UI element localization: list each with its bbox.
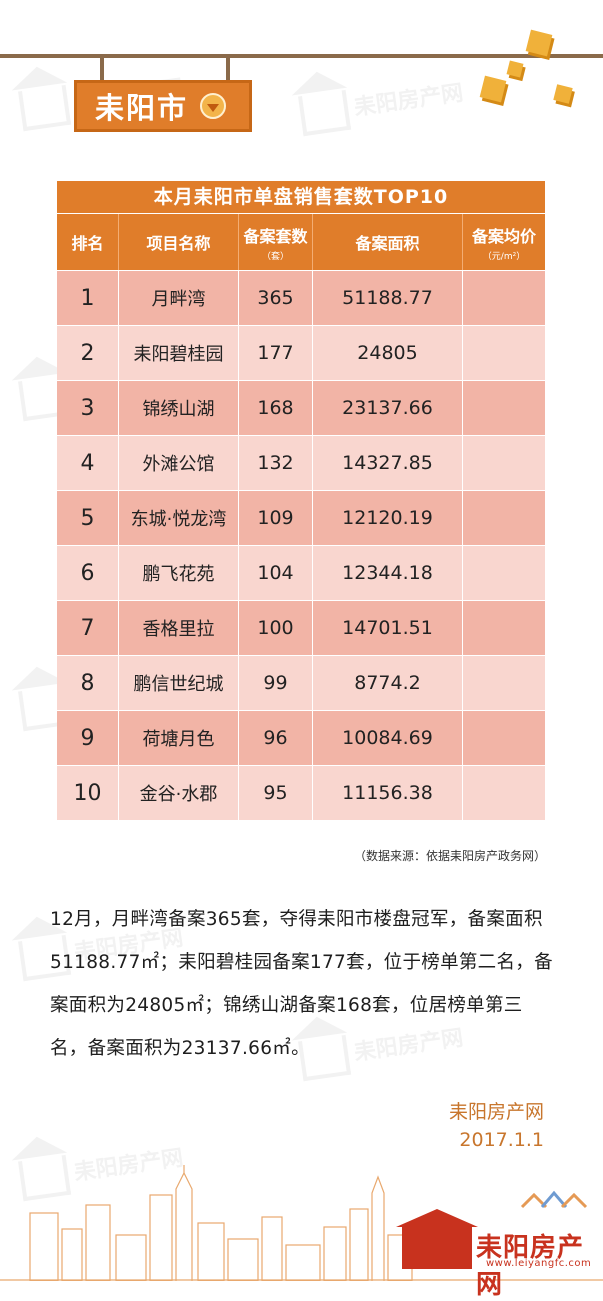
area-cell: 24805: [313, 326, 463, 380]
column-header-label: 项目名称: [146, 234, 211, 253]
project-name-cell: 东城·悦龙湾: [119, 491, 239, 545]
price-cell: [463, 381, 545, 435]
brand-url: www.leiyangfc.com: [486, 1258, 592, 1269]
project-name-cell: 鹏信世纪城: [119, 656, 239, 710]
units-cell: 95: [239, 766, 313, 820]
column-header: 排名: [57, 214, 119, 270]
units-cell: 132: [239, 436, 313, 490]
price-cell: [463, 766, 545, 820]
units-cell: 177: [239, 326, 313, 380]
table-row: 8 鹏信世纪城 99 8774.2: [57, 655, 545, 710]
project-name-cell: 锦绣山湖: [119, 381, 239, 435]
price-cell: [463, 326, 545, 380]
decor-cube: [553, 84, 573, 104]
price-cell: [463, 711, 545, 765]
units-cell: 104: [239, 546, 313, 600]
chevron-down-icon: [200, 93, 227, 119]
rank-cell: 5: [57, 491, 119, 545]
area-cell: 12120.19: [313, 491, 463, 545]
sign-string-right: [226, 56, 230, 84]
rank-cell: 6: [57, 546, 119, 600]
column-header-label: 备案面积: [355, 234, 420, 253]
units-cell: 109: [239, 491, 313, 545]
sign-string-left: [100, 56, 104, 84]
table-row: 2 耒阳碧桂园 177 24805: [57, 325, 545, 380]
decor-cube: [525, 29, 553, 57]
price-cell: [463, 656, 545, 710]
rank-cell: 3: [57, 381, 119, 435]
column-header-unit: （元/m²）: [482, 251, 526, 262]
column-header-unit: （套）: [261, 251, 289, 262]
price-cell: [463, 601, 545, 655]
price-cell: [463, 271, 545, 325]
watermark: 耒阳房产网: [298, 74, 466, 137]
sign-rope: [0, 54, 603, 58]
units-cell: 99: [239, 656, 313, 710]
price-cell: [463, 436, 545, 490]
rank-cell: 10: [57, 766, 119, 820]
column-header: 备案面积: [313, 214, 463, 270]
table-header: 排名 项目名称 备案套数 （套） 备案面积 备案均价 （元/m²）: [57, 214, 545, 270]
rank-cell: 7: [57, 601, 119, 655]
rank-cell: 9: [57, 711, 119, 765]
table-row: 1 月畔湾 365 51188.77: [57, 270, 545, 325]
signature-date: 2017.1.1: [459, 1129, 544, 1151]
rooftops-icon: [520, 1190, 588, 1209]
brand-footer: 耒阳房产网 www.leiyangfc.com: [396, 1190, 602, 1300]
price-cell: [463, 546, 545, 600]
decor-cube: [479, 75, 507, 103]
signature-org: 耒阳房产网: [448, 1101, 544, 1123]
column-header-label: 排名: [71, 234, 104, 253]
table-row: 10 金谷·水郡 95 11156.38: [57, 765, 545, 820]
rank-cell: 8: [57, 656, 119, 710]
project-name-cell: 耒阳碧桂园: [119, 326, 239, 380]
table-row: 4 外滩公馆 132 14327.85: [57, 435, 545, 490]
table-title: 本月耒阳市单盘销售套数TOP10: [57, 181, 545, 213]
area-cell: 14701.51: [313, 601, 463, 655]
units-cell: 365: [239, 271, 313, 325]
units-cell: 168: [239, 381, 313, 435]
region-title: 耒阳市: [95, 91, 189, 125]
rank-cell: 4: [57, 436, 119, 490]
area-cell: 23137.66: [313, 381, 463, 435]
summary-paragraph: 12月，月畔湾备案365套，夺得耒阳市楼盘冠军，备案面积51188.77㎡；耒阳…: [50, 909, 553, 1059]
area-cell: 14327.85: [313, 436, 463, 490]
area-cell: 12344.18: [313, 546, 463, 600]
city-skyline-illustration: [0, 1165, 603, 1281]
rank-cell: 1: [57, 271, 119, 325]
table-body: 1 月畔湾 365 51188.77 2 耒阳碧桂园 177 24805 3 锦绣山湖 168 231…: [57, 270, 545, 820]
price-cell: [463, 491, 545, 545]
area-cell: 11156.38: [313, 766, 463, 820]
area-cell: 51188.77: [313, 271, 463, 325]
rank-cell: 2: [57, 326, 119, 380]
table-row: 6 鹏飞花苑 104 12344.18: [57, 545, 545, 600]
region-sign: 耒阳市: [74, 80, 252, 132]
column-header: 项目名称: [119, 214, 239, 270]
brand-logo: [396, 1209, 478, 1269]
column-header: 备案套数 （套）: [239, 214, 313, 270]
project-name-cell: 鹏飞花苑: [119, 546, 239, 600]
project-name-cell: 荷塘月色: [119, 711, 239, 765]
project-name-cell: 外滩公馆: [119, 436, 239, 490]
table-row: 7 香格里拉 100 14701.51: [57, 600, 545, 655]
table-row: 5 东城·悦龙湾 109 12120.19: [57, 490, 545, 545]
project-name-cell: 月畔湾: [119, 271, 239, 325]
units-cell: 100: [239, 601, 313, 655]
area-cell: 8774.2: [313, 656, 463, 710]
area-cell: 10084.69: [313, 711, 463, 765]
table-row: 3 锦绣山湖 168 23137.66: [57, 380, 545, 435]
column-header-label: 备案套数: [243, 226, 308, 246]
project-name-cell: 香格里拉: [119, 601, 239, 655]
decor-cube: [506, 60, 524, 78]
table-row: 9 荷塘月色 96 10084.69: [57, 710, 545, 765]
data-source-note: （数据来源：依据耒阳房产政务网）: [353, 849, 546, 863]
column-header: 备案均价 （元/m²）: [463, 214, 545, 270]
column-header-label: 备案均价: [471, 226, 536, 246]
project-name-cell: 金谷·水郡: [119, 766, 239, 820]
units-cell: 96: [239, 711, 313, 765]
